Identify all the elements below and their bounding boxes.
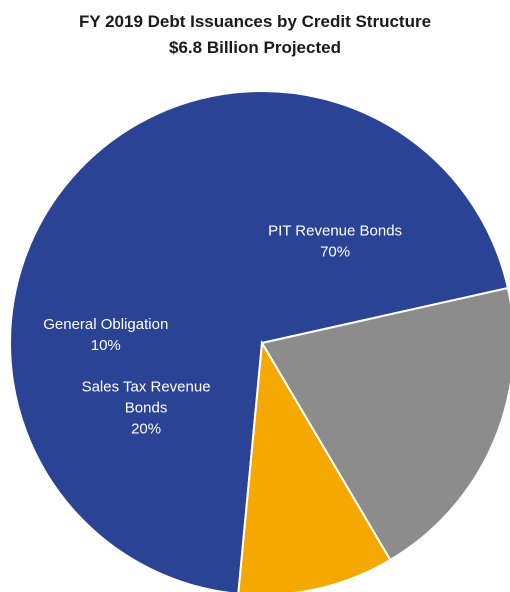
pie-slice-3 — [237, 339, 392, 592]
pie-slice-2 — [260, 286, 510, 562]
slice-name-label: General Obligation — [43, 316, 168, 333]
slice-percent-label: 20% — [131, 420, 161, 437]
slice-name-label: PIT Revenue Bonds — [268, 223, 402, 240]
slice-percent-label: 10% — [91, 337, 121, 354]
chart-title: FY 2019 Debt Issuances by Credit Structu… — [78, 12, 432, 31]
slice-percent-label: 70% — [320, 244, 350, 261]
slice-name-label: Bonds — [125, 399, 168, 416]
pie-slice-1 — [9, 90, 510, 592]
chart-subtitle: $6.8 Billion Projected — [169, 38, 341, 57]
slice-name-label: Sales Tax Revenue — [82, 378, 211, 395]
